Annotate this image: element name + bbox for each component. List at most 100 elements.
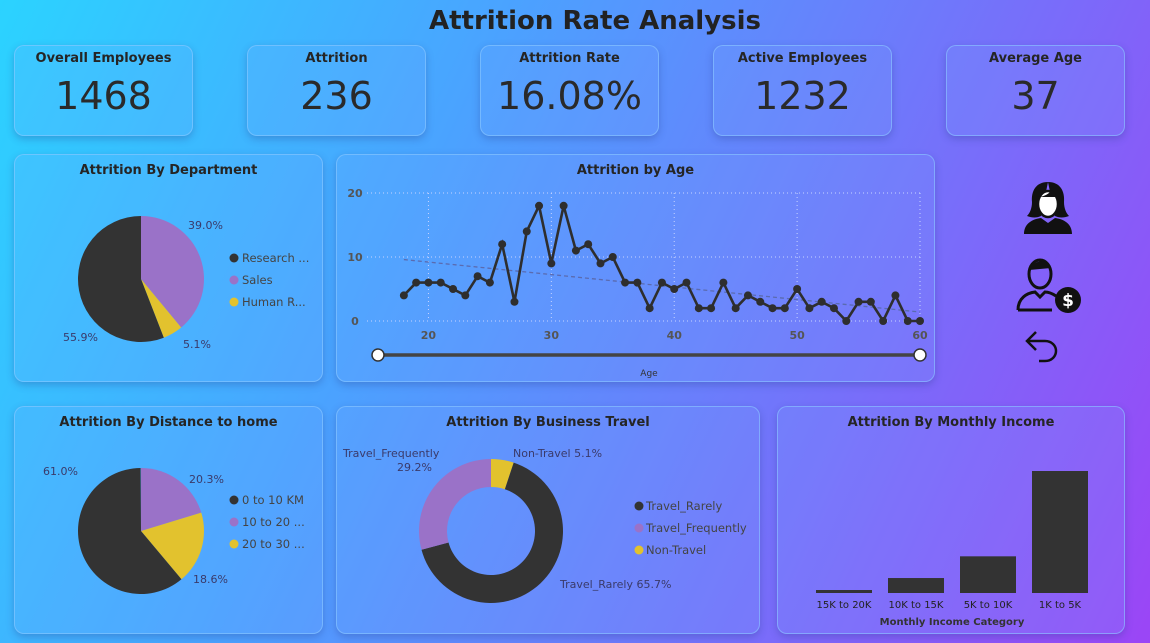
data-point[interactable] [571,246,580,255]
data-point[interactable] [584,240,593,249]
data-point[interactable] [461,291,470,300]
data-point[interactable] [645,304,654,313]
data-point[interactable] [547,259,556,268]
kpi-card[interactable]: Average Age 37 [946,45,1125,136]
legend-item[interactable]: Sales [242,273,273,287]
slider-handle-min[interactable] [371,348,385,362]
data-point[interactable] [916,317,924,325]
data-point[interactable] [694,304,703,313]
undo-arrow-icon[interactable] [1022,326,1062,364]
data-point[interactable] [854,297,863,306]
data-point[interactable] [707,304,716,313]
legend-item[interactable]: Travel_Rarely [645,499,722,513]
slice-sales[interactable] [141,216,205,328]
slider-handle-max[interactable] [913,348,927,362]
x-tick-label: 40 [667,329,683,342]
data-point[interactable] [657,278,666,287]
data-label: 29.2% [397,461,432,474]
income-chart-card[interactable]: Attrition By Monthly Income 15K to 20K 10… [777,406,1125,634]
data-point[interactable] [510,297,519,306]
svg-text:$: $ [1062,291,1074,311]
slice-travel-rarely[interactable] [421,462,563,603]
data-label: 39.0% [188,219,223,232]
slice-travel-frequently[interactable] [419,459,491,550]
distance-pie[interactable]: 61.0% 20.3% 18.6% 0 to 10 KM 10 to 20 ... 20 … [15,407,324,635]
data-point[interactable] [842,317,851,325]
data-point[interactable] [719,278,728,287]
data-point[interactable] [768,304,777,313]
data-point[interactable] [903,317,912,325]
chart-title: Attrition By Business Travel [446,415,650,430]
data-point[interactable] [449,285,458,293]
data-point[interactable] [633,278,642,287]
data-point[interactable] [670,285,679,293]
dashboard-title: Attrition Rate Analysis [428,6,762,36]
data-point[interactable] [621,278,630,287]
slice-20-to-30-km[interactable] [141,512,204,580]
data-point[interactable] [879,317,888,325]
kpi-label: Attrition [305,51,368,66]
bar-1k-to-5k[interactable] [1032,471,1088,593]
data-point[interactable] [522,227,531,236]
legend-marker [229,539,239,549]
data-point[interactable] [756,297,765,306]
data-label: Non-Travel 5.1% [513,447,602,460]
kpi-card[interactable]: Overall Employees 1468 [14,45,193,136]
x-tick-label: 30 [544,329,560,342]
legend-marker [229,297,239,307]
data-point[interactable] [682,278,691,287]
bar-10k-to-15k[interactable] [888,578,944,593]
travel-donut[interactable]: Travel_Rarely 65.7%Travel_Frequently29.2… [337,407,761,635]
data-point[interactable] [498,240,507,249]
data-point[interactable] [891,291,900,300]
travel-chart-card[interactable]: Attrition By Business Travel Travel_Rare… [336,406,760,634]
legend-item[interactable]: Non-Travel [646,543,706,557]
data-point[interactable] [780,304,789,313]
kpi-card[interactable]: Attrition 236 [247,45,426,136]
legend-item[interactable]: Research ... [242,251,309,265]
data-point[interactable] [535,201,544,210]
data-point[interactable] [731,304,740,313]
legend-item[interactable]: 20 to 30 ... [242,537,305,551]
data-point[interactable] [424,278,433,287]
data-point[interactable] [608,253,617,261]
chart-title: Attrition By Monthly Income [847,415,1055,430]
legend-item[interactable]: Travel_Frequently [645,521,747,535]
legend-marker [229,275,239,285]
income-bar-chart[interactable]: 15K to 20K 10K to 15K 5K to 10K 1K to 5K Mon… [778,407,1126,635]
data-point[interactable] [866,297,875,306]
slice-non-travel[interactable] [491,459,514,490]
data-point[interactable] [436,278,445,287]
slice-research-development[interactable] [78,216,164,342]
slice-0-to-10-km[interactable] [78,468,182,594]
bar-5k-to-10k[interactable] [960,556,1016,593]
legend-item[interactable]: 0 to 10 KM [242,493,304,507]
woman-avatar-icon[interactable] [1020,178,1076,236]
data-point[interactable] [485,278,494,287]
data-label: 18.6% [193,573,228,586]
data-point[interactable] [817,297,826,306]
data-point[interactable] [793,285,802,293]
kpi-card[interactable]: Attrition Rate 16.08% [480,45,659,136]
man-dollar-icon[interactable]: $ [1016,254,1084,316]
data-point[interactable] [559,201,568,210]
data-point[interactable] [412,278,421,287]
distance-chart-card[interactable]: Attrition By Distance to home 61.0% 20.3%… [14,406,323,634]
data-point[interactable] [399,291,408,300]
data-point[interactable] [743,291,752,300]
kpi-card[interactable]: Active Employees 1232 [713,45,892,136]
data-point[interactable] [596,259,605,268]
data-point[interactable] [805,304,814,313]
kpi-label: Active Employees [737,51,868,66]
legend-item[interactable]: Human R... [242,295,306,309]
data-point[interactable] [829,304,838,313]
age-chart-card[interactable]: Attrition by Age 0 10 20 20 30 40 50 60 Age [336,154,935,382]
slice-10-to-20-km[interactable] [141,468,202,531]
legend-item[interactable]: 10 to 20 ... [242,515,305,529]
data-point[interactable] [473,272,482,281]
age-line-chart[interactable]: 0 10 20 20 30 40 50 60 Age [337,155,936,383]
bar-15k-to-20k[interactable] [816,590,872,593]
slice-human-resources[interactable] [141,279,182,338]
department-pie[interactable]: 55.9% 39.0% 5.1% Research ... Sales Human R..… [15,155,324,383]
department-chart-card[interactable]: Attrition By Department 55.9% 39.0% 5.1% Re… [14,154,323,382]
